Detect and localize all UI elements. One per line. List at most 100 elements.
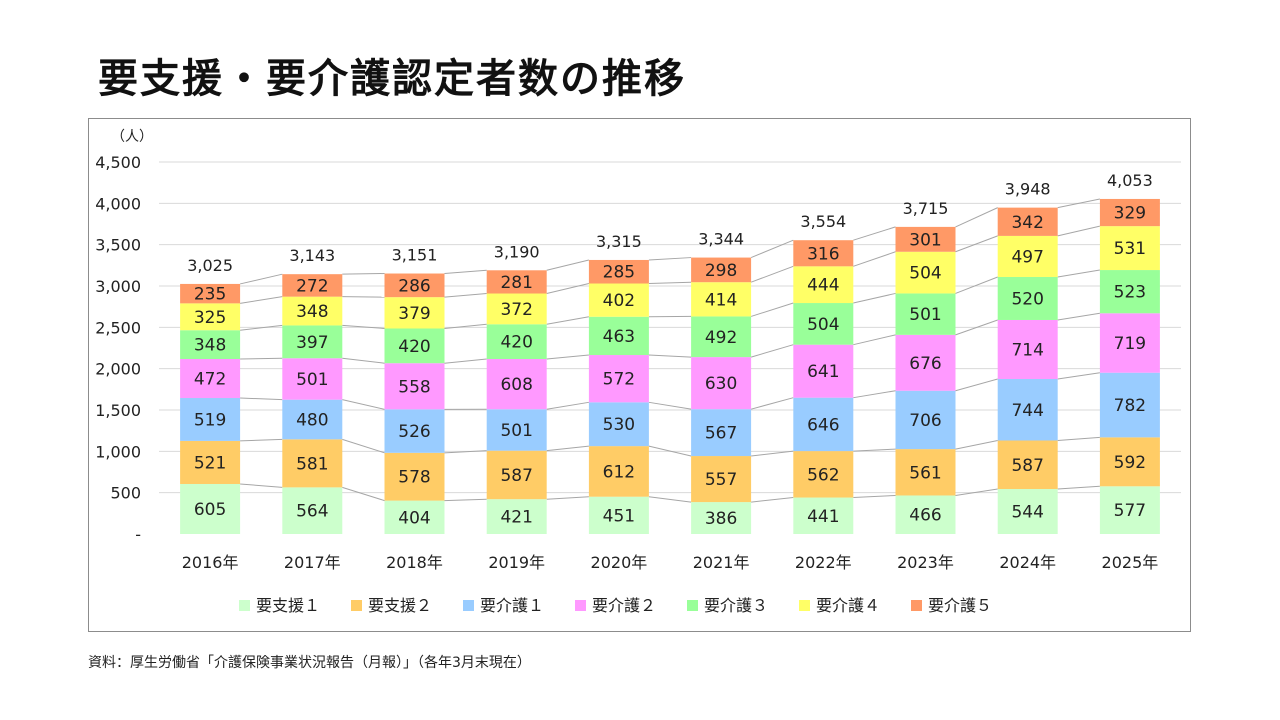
series-line — [444, 293, 487, 298]
data-label: 397 — [296, 333, 328, 353]
series-line — [853, 226, 896, 241]
y-tick-label: 1,500 — [95, 401, 141, 420]
bar-segment — [384, 363, 445, 410]
y-axis-unit-label: （人） — [111, 129, 153, 145]
data-label: 420 — [398, 337, 430, 357]
bar-segment — [180, 398, 241, 441]
bar-segment — [1099, 372, 1160, 438]
bar-segment — [1099, 270, 1160, 314]
data-label: 714 — [1011, 340, 1043, 360]
data-label: 526 — [398, 422, 430, 442]
legend-swatch — [463, 600, 474, 611]
bar-segment — [793, 240, 854, 267]
data-label: 744 — [1011, 401, 1043, 421]
bar-segment — [588, 283, 649, 317]
bar-segment — [282, 487, 343, 534]
y-tick-label: 1,000 — [95, 442, 141, 461]
bar-segment — [895, 251, 956, 294]
data-label: 492 — [705, 328, 737, 348]
series-line — [546, 316, 589, 325]
bar-segment — [588, 316, 649, 356]
data-label: 561 — [909, 463, 941, 483]
series-line — [955, 440, 998, 450]
bar-segment — [1099, 437, 1160, 487]
data-label: 404 — [398, 508, 430, 528]
bar-segment — [588, 496, 649, 534]
bar-segment — [997, 379, 1058, 441]
y-tick-label: 500 — [110, 484, 141, 503]
data-label: 342 — [1011, 213, 1043, 233]
legend-swatch — [687, 600, 698, 611]
bar-segment — [588, 259, 649, 284]
bar-segment — [588, 402, 649, 447]
legend-swatch — [239, 600, 250, 611]
data-label: 348 — [194, 336, 226, 356]
legend-swatch — [799, 600, 810, 611]
bar-segment — [486, 324, 547, 359]
y-tick-label: - — [135, 525, 141, 544]
series-line — [546, 283, 590, 295]
data-label: 544 — [1011, 503, 1043, 523]
series-line — [240, 296, 283, 304]
data-label: 441 — [807, 507, 839, 527]
series-line — [240, 483, 283, 488]
data-label: 501 — [909, 305, 941, 325]
data-label: 706 — [909, 411, 941, 431]
data-label: 466 — [909, 506, 941, 526]
series-line — [648, 257, 692, 261]
series-line — [342, 438, 385, 454]
y-tick-label: 3,500 — [95, 236, 141, 255]
bar-segment — [793, 303, 854, 345]
data-label: 581 — [296, 454, 328, 474]
x-tick-label: 2018年 — [386, 553, 443, 572]
bar-segment — [180, 358, 241, 399]
data-label: 235 — [194, 285, 226, 305]
series-line — [239, 273, 283, 285]
series-line — [648, 354, 692, 358]
data-label: 782 — [1114, 396, 1146, 416]
series-line — [444, 323, 487, 329]
total-label: 3,948 — [1005, 180, 1051, 199]
data-label: 567 — [705, 424, 737, 444]
chart-frame: - 500 1,000 1,500 2,000 2,500 3,000 3,500 4,000 4… — [88, 118, 1191, 632]
series-line — [955, 488, 998, 496]
data-label: 605 — [194, 500, 226, 520]
data-label: 577 — [1114, 501, 1146, 521]
bar-segment — [997, 207, 1058, 236]
series-line — [342, 486, 385, 502]
total-label: 3,554 — [800, 212, 846, 231]
data-label: 379 — [398, 304, 430, 324]
x-tick-label: 2020年 — [591, 553, 648, 572]
data-label: 630 — [705, 374, 737, 394]
x-tick-label: 2024年 — [999, 553, 1056, 572]
bar-segment — [282, 358, 343, 400]
bar-segment — [282, 274, 343, 297]
legend-label: 要支援１ — [256, 596, 320, 615]
y-tick-label: 4,500 — [95, 153, 141, 172]
series-line — [750, 302, 794, 317]
bar-segment — [793, 266, 854, 304]
series-line — [853, 292, 896, 304]
y-tick-label: 2,500 — [95, 318, 141, 337]
x-tick-label: 2021年 — [693, 553, 750, 572]
data-label: 520 — [1011, 289, 1043, 309]
series-line — [1057, 436, 1100, 442]
bar-segment — [486, 499, 547, 534]
data-label: 444 — [807, 276, 839, 296]
series-line — [444, 498, 487, 502]
data-label: 285 — [603, 263, 635, 283]
bar-segment — [1099, 198, 1160, 227]
data-label: 501 — [296, 370, 328, 390]
bar-segment — [384, 452, 445, 501]
total-label: 3,151 — [392, 246, 438, 265]
series-line — [853, 251, 896, 267]
data-label: 557 — [705, 470, 737, 490]
data-label: 608 — [500, 375, 532, 395]
data-label: 414 — [705, 290, 737, 310]
y-tick-label: 3,000 — [95, 277, 141, 296]
series-line — [648, 281, 692, 285]
series-line — [444, 269, 487, 275]
total-label: 4,053 — [1107, 171, 1153, 190]
bar-segment — [691, 456, 752, 503]
legend-swatch — [575, 600, 586, 611]
